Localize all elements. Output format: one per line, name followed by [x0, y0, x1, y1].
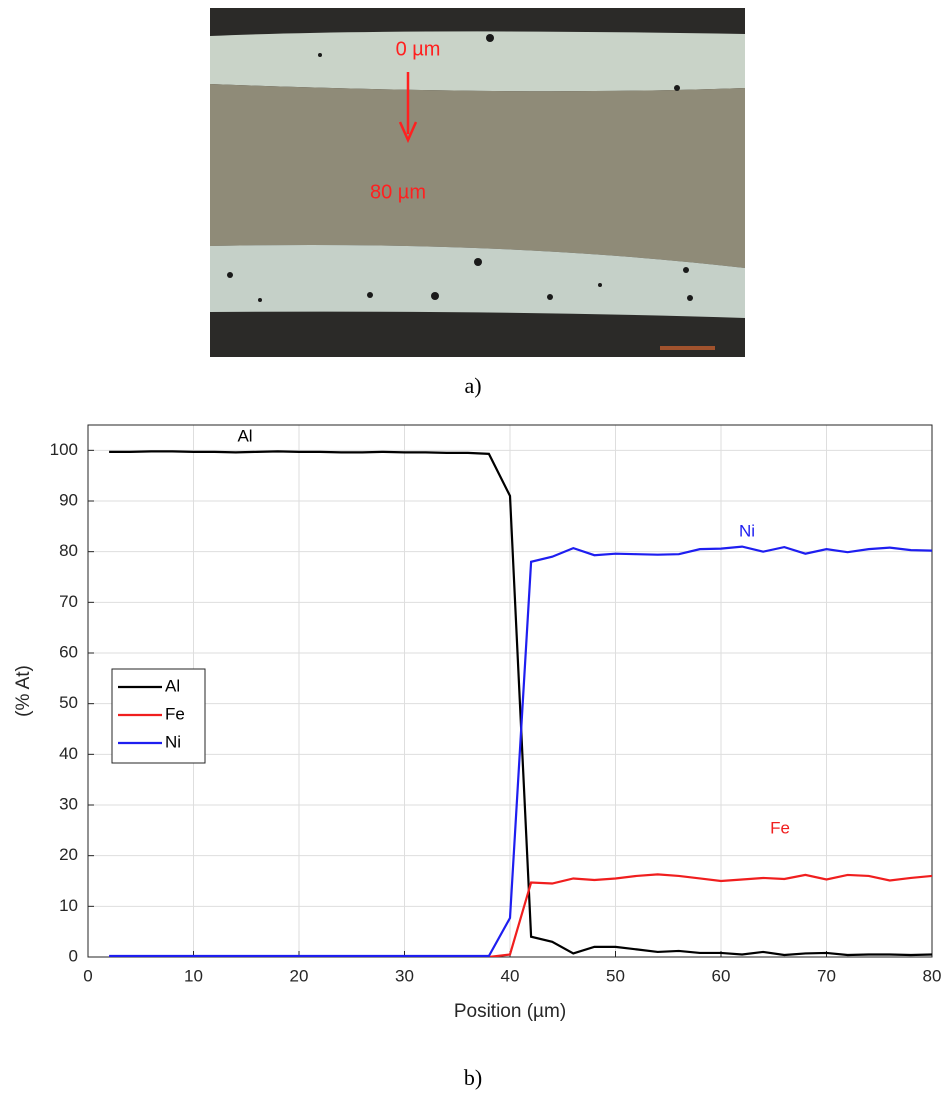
pores — [227, 34, 693, 302]
x-tick-label: 10 — [184, 966, 203, 985]
series-line — [109, 873, 932, 957]
y-tick-label: 70 — [59, 592, 78, 611]
x-tick-label: 30 — [395, 966, 414, 985]
y-axis-label: (% At) — [13, 665, 34, 717]
annotation: Fe — [770, 818, 790, 837]
x-tick-label: 50 — [606, 966, 625, 985]
series-line — [109, 450, 932, 957]
legend-label: Ni — [165, 732, 181, 751]
x-tick-label: 70 — [817, 966, 836, 985]
y-tick-label: 60 — [59, 642, 78, 661]
y-tick-label: 10 — [59, 896, 78, 915]
y-tick-label: 40 — [59, 744, 78, 763]
ni-layer — [210, 244, 745, 318]
scale-bar — [660, 346, 715, 350]
x-axis-label: Position (µm) — [454, 1001, 566, 1022]
y-tick-label: 90 — [59, 490, 78, 509]
y-tick-label: 50 — [59, 693, 78, 712]
arrow-head — [398, 121, 418, 144]
ni-layer — [210, 31, 745, 92]
annotation: Al — [237, 426, 252, 445]
y-tick-label: 100 — [50, 440, 78, 459]
annotation: Ni — [739, 521, 755, 540]
al-layer — [210, 84, 745, 268]
x-tick-label: 0 — [83, 966, 92, 985]
x-tick-label: 40 — [501, 966, 520, 985]
micrograph: 0 µm 80 µm — [210, 8, 745, 357]
plot: 0 10 20 30 40 50 60 70 80 0 10 20 30 40 50 60 70 80 90 100 A… — [50, 424, 942, 985]
plot-frame — [87, 424, 933, 958]
y-tick-label: 0 — [69, 946, 78, 965]
legend-label: Fe — [165, 704, 185, 723]
end-label: 80 µm — [370, 181, 426, 203]
caption: b) — [464, 1065, 482, 1090]
y-tick-label: 80 — [59, 541, 78, 560]
caption: a) — [464, 373, 481, 398]
series-line — [109, 545, 932, 957]
start-label: 0 µm — [396, 38, 441, 60]
x-tick-label: 20 — [290, 966, 309, 985]
y-tick-label: 30 — [59, 794, 78, 813]
legend-label: Al — [165, 676, 180, 695]
y-tick-label: 20 — [59, 845, 78, 864]
x-tick-label: 60 — [712, 966, 731, 985]
x-tick-label: 80 — [923, 966, 942, 985]
